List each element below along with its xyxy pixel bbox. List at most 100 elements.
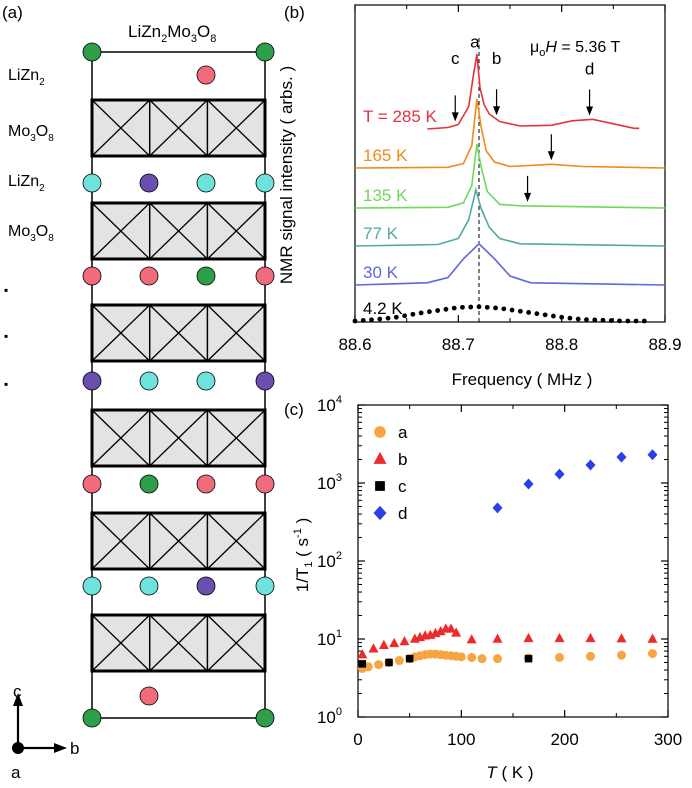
data-point-4k bbox=[509, 307, 515, 313]
data-point-b bbox=[554, 632, 565, 643]
legend-marker-a bbox=[374, 426, 386, 438]
data-point-b bbox=[466, 634, 477, 644]
data-point-b bbox=[492, 633, 503, 643]
slab-cross bbox=[91, 99, 151, 157]
slab-cross bbox=[91, 409, 151, 467]
temperature-label: 30 K bbox=[363, 263, 399, 282]
slab-cross bbox=[149, 304, 208, 362]
peak-arrowhead bbox=[493, 106, 501, 116]
slab-cross bbox=[206, 202, 266, 260]
data-point-4k bbox=[435, 308, 441, 313]
data-point-4k bbox=[493, 305, 498, 311]
data-point-4k bbox=[542, 312, 548, 318]
data-point-4k bbox=[352, 318, 358, 324]
data-point-b bbox=[368, 643, 379, 653]
y-tick-label: 101 bbox=[317, 628, 342, 649]
data-point-a bbox=[493, 654, 502, 664]
legend-label: c bbox=[398, 477, 407, 496]
slab-cross bbox=[91, 304, 151, 362]
slab-cross bbox=[91, 614, 151, 672]
data-point-c bbox=[405, 654, 414, 663]
data-point-4k bbox=[633, 318, 639, 324]
data-point-d bbox=[647, 449, 658, 461]
pink-atom bbox=[82, 474, 102, 494]
atoms bbox=[82, 42, 275, 728]
data-point-a bbox=[555, 652, 564, 662]
formula-sub: 3 bbox=[191, 33, 197, 45]
ellipsis-dot: ▪ bbox=[4, 283, 8, 297]
panel-a-label: (a) bbox=[2, 3, 23, 22]
slab-cross bbox=[149, 409, 208, 467]
t1-y-axis-label: 1/T1 ( s-1 ) bbox=[292, 518, 315, 592]
ellipsis-dot: ▪ bbox=[4, 329, 8, 343]
formula-part: Mo bbox=[167, 22, 191, 41]
c-arrowhead bbox=[13, 693, 23, 706]
slab-cross bbox=[91, 202, 151, 260]
pink-atom bbox=[255, 474, 275, 494]
panel-b-label: (b) bbox=[284, 3, 305, 22]
cyan-atom bbox=[196, 173, 216, 193]
slab-cross bbox=[206, 512, 266, 570]
data-point-b bbox=[616, 633, 627, 643]
green-atom bbox=[82, 42, 102, 62]
data-point-c bbox=[524, 654, 533, 663]
data-point-4k bbox=[600, 317, 606, 323]
data-point-b bbox=[585, 632, 596, 643]
data-point-4k bbox=[584, 317, 589, 323]
slab-cross bbox=[206, 99, 266, 157]
data-point-4k bbox=[402, 313, 407, 319]
data-point-d bbox=[523, 478, 534, 490]
relaxation-rate-panel: (c) 1/T1 ( s-1 ) T ( K ) 0 100 200 300 100 10… bbox=[284, 394, 682, 782]
data-point-4k bbox=[534, 311, 540, 317]
data-point-d bbox=[616, 451, 627, 463]
data-point-4k bbox=[575, 316, 581, 322]
slab-cross bbox=[149, 202, 208, 260]
data-point-b bbox=[378, 639, 389, 650]
data-point-b bbox=[647, 633, 658, 643]
layer-label-lizn2: LiZn2 bbox=[8, 67, 45, 88]
data-point-4k bbox=[501, 306, 507, 312]
axis-label-a: a bbox=[11, 763, 21, 782]
data-point-b bbox=[435, 625, 446, 636]
data-point-4k bbox=[369, 317, 374, 323]
data-point-4k bbox=[460, 304, 465, 310]
mo3o8-slab bbox=[90, 201, 267, 261]
slab-cross bbox=[149, 99, 208, 157]
temperature-label: T = 285 K bbox=[363, 107, 438, 126]
green-atom bbox=[196, 266, 216, 286]
cyan-atom bbox=[139, 371, 159, 391]
data-point-4k bbox=[476, 304, 482, 310]
layer-label-mo3o8: Mo3O8 bbox=[8, 123, 54, 144]
slab-cross bbox=[206, 409, 266, 467]
data-point-b bbox=[389, 637, 400, 648]
slab-cross bbox=[149, 614, 208, 672]
data-point-4k bbox=[617, 318, 622, 324]
purple-atom bbox=[196, 576, 216, 596]
data-point-b bbox=[399, 635, 410, 646]
panel-c-label: (c) bbox=[284, 400, 304, 419]
data-point-4k bbox=[592, 317, 598, 323]
data-point-a bbox=[648, 649, 657, 659]
y-tick-label: 102 bbox=[317, 550, 342, 571]
temperature-label: 165 K bbox=[363, 146, 408, 165]
axis-label-c: c bbox=[13, 682, 22, 701]
pink-atom bbox=[82, 266, 102, 286]
x-tick-label: 88.9 bbox=[648, 335, 681, 354]
mo3o8-slab bbox=[90, 511, 267, 571]
formula-sub: 8 bbox=[210, 33, 216, 45]
data-point-4k bbox=[418, 310, 424, 316]
nmr-spectra-panel: (b) NMR signal intensity ( arbs. ) Frequ… bbox=[277, 3, 682, 389]
data-point-4k bbox=[517, 308, 523, 314]
cyan-atom bbox=[255, 173, 275, 193]
data-point-a bbox=[586, 651, 595, 661]
spectra-x-axis-label: Frequency ( MHz ) bbox=[452, 370, 593, 389]
green-atom bbox=[255, 708, 275, 728]
x-tick-label: 88.6 bbox=[338, 335, 371, 354]
pink-atom bbox=[255, 266, 275, 286]
peak-arrowhead bbox=[547, 151, 555, 161]
temperature-label: 4.2 K bbox=[363, 299, 403, 318]
data-point-4k bbox=[484, 304, 490, 310]
data-point-a bbox=[467, 652, 477, 662]
data-point-d bbox=[492, 502, 503, 514]
